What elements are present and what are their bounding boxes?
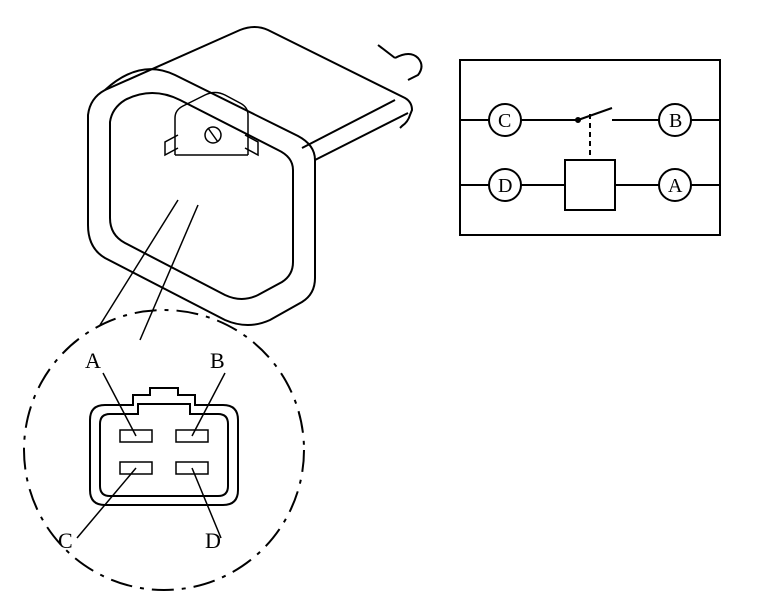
pin-label-d: D bbox=[205, 528, 221, 553]
pin-label-a: A bbox=[85, 348, 101, 373]
pin-label-b: B bbox=[210, 348, 225, 373]
relay-isometric bbox=[88, 27, 422, 340]
terminal-label-d: D bbox=[498, 175, 512, 197]
terminal-label-a: A bbox=[668, 175, 683, 197]
pin-label-c: C bbox=[58, 528, 73, 553]
relay-diagram: A B C D C B D A bbox=[0, 0, 765, 594]
terminal-label-c: C bbox=[498, 110, 511, 132]
terminal-label-b: B bbox=[669, 110, 682, 132]
relay-schematic: C B D A bbox=[460, 60, 720, 235]
relay-coil bbox=[565, 160, 615, 210]
connector-face-detail: A B C D bbox=[24, 310, 304, 590]
